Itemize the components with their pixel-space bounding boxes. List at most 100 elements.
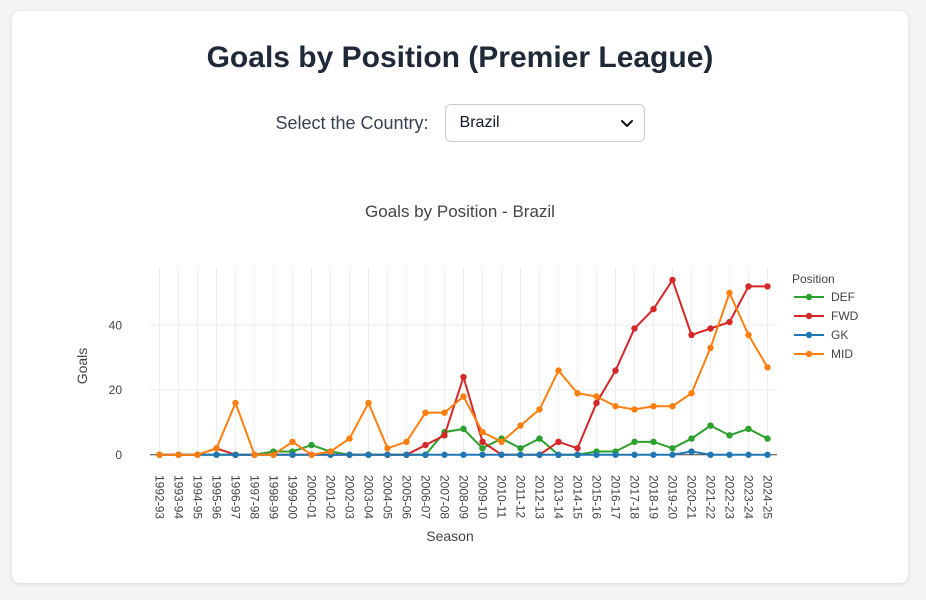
data-point-fwd [612, 367, 619, 374]
legend-title: Position [792, 272, 835, 286]
y-axis-title: Goals [74, 348, 90, 385]
x-tick-label: 2008-09 [457, 475, 471, 519]
x-tick-label: 1996-97 [229, 475, 243, 519]
data-point-def [308, 441, 315, 449]
country-select[interactable]: Brazil [444, 104, 645, 142]
data-point-gk [612, 451, 619, 458]
data-point-mid [384, 445, 391, 452]
data-point-gk [688, 448, 695, 455]
data-point-mid [441, 409, 448, 416]
x-tick-label: 2014-15 [571, 475, 585, 519]
legend-label-def: DEF [831, 290, 855, 304]
legend-marker-gk [805, 331, 813, 339]
data-point-gk [745, 451, 752, 458]
data-point-mid [536, 406, 543, 413]
x-tick-label: 2000-01 [305, 475, 319, 519]
data-point-mid [707, 344, 714, 352]
data-point-def [517, 445, 524, 452]
data-point-gk [403, 451, 410, 458]
data-point-gk [213, 451, 220, 458]
legend-label-gk: GK [831, 328, 848, 342]
data-point-gk [346, 451, 353, 458]
data-point-fwd [441, 432, 448, 439]
data-point-gk [384, 451, 391, 458]
x-tick-label: 2024-25 [761, 475, 775, 519]
x-tick-label: 2017-18 [628, 475, 642, 519]
data-point-mid [422, 409, 429, 416]
data-point-gk [669, 451, 676, 458]
y-tick-label: 0 [115, 448, 122, 462]
x-tick-label: 2004-05 [381, 475, 395, 519]
y-tick-label: 40 [109, 318, 123, 332]
data-point-def [726, 432, 733, 439]
x-tick-label: 2018-19 [647, 475, 661, 519]
x-tick-label: 2015-16 [590, 475, 604, 519]
data-point-def [536, 435, 543, 442]
x-tick-label: 1995-96 [210, 475, 224, 519]
data-point-gk [422, 451, 429, 458]
data-point-mid [688, 390, 695, 397]
data-point-gk [574, 451, 581, 458]
data-point-mid [479, 428, 486, 436]
country-select-label: Select the Country: [275, 112, 429, 133]
data-point-gk [707, 451, 714, 458]
data-point-def [460, 425, 467, 433]
data-point-gk [441, 451, 448, 458]
chart-card: Goals by Position (Premier League) Selec… [12, 11, 908, 583]
data-point-mid [308, 451, 315, 458]
data-point-fwd [650, 305, 657, 313]
data-point-mid [669, 403, 676, 410]
data-point-def [669, 445, 676, 452]
data-point-mid [460, 393, 467, 400]
data-point-gk [498, 451, 505, 458]
data-point-mid [517, 422, 524, 429]
data-point-def [631, 438, 638, 446]
chevron-down-icon [620, 120, 633, 127]
data-point-mid [764, 364, 771, 371]
data-point-mid [726, 289, 733, 297]
x-tick-label: 2012-13 [533, 475, 547, 519]
x-tick-label: 2020-21 [685, 475, 699, 519]
data-point-mid [650, 403, 657, 410]
x-tick-label: 2021-22 [704, 475, 718, 519]
data-point-def [707, 422, 714, 429]
data-point-gk [479, 451, 486, 458]
data-point-def [745, 425, 752, 433]
data-point-mid [213, 445, 220, 452]
legend-label-mid: MID [831, 347, 853, 361]
data-point-gk [289, 451, 296, 458]
data-point-fwd [764, 283, 771, 290]
data-point-fwd [688, 331, 695, 339]
data-point-mid [194, 451, 201, 458]
page-title: Goals by Position (Premier League) [206, 41, 714, 74]
data-point-fwd [574, 445, 581, 452]
data-point-mid [555, 367, 562, 374]
legend-marker-mid [805, 350, 813, 358]
data-point-gk [555, 451, 562, 458]
data-point-mid [232, 399, 239, 407]
data-point-mid [346, 435, 353, 442]
x-tick-label: 1999-00 [286, 475, 300, 519]
x-tick-label: 1992-93 [153, 475, 167, 519]
data-point-mid [175, 451, 182, 458]
x-tick-label: 2016-17 [609, 475, 623, 519]
data-point-fwd [422, 441, 429, 449]
x-tick-label: 1997-98 [248, 475, 262, 519]
x-tick-label: 2013-14 [552, 475, 566, 519]
legend-label-fwd: FWD [831, 309, 859, 323]
data-point-fwd [460, 373, 467, 381]
x-tick-label: 2009-10 [476, 475, 490, 519]
data-point-fwd [555, 438, 562, 446]
data-point-fwd [593, 399, 600, 407]
data-point-gk [764, 451, 771, 458]
data-point-mid [498, 438, 505, 446]
x-tick-label: 2019-20 [666, 475, 680, 519]
data-point-mid [593, 393, 600, 400]
x-tick-label: 1998-99 [267, 475, 281, 519]
data-point-gk [726, 451, 733, 458]
data-point-gk [536, 451, 543, 458]
x-tick-label: 1993-94 [172, 475, 186, 519]
country-select-value: Brazil [459, 114, 500, 131]
x-axis-title: Season [426, 528, 473, 544]
